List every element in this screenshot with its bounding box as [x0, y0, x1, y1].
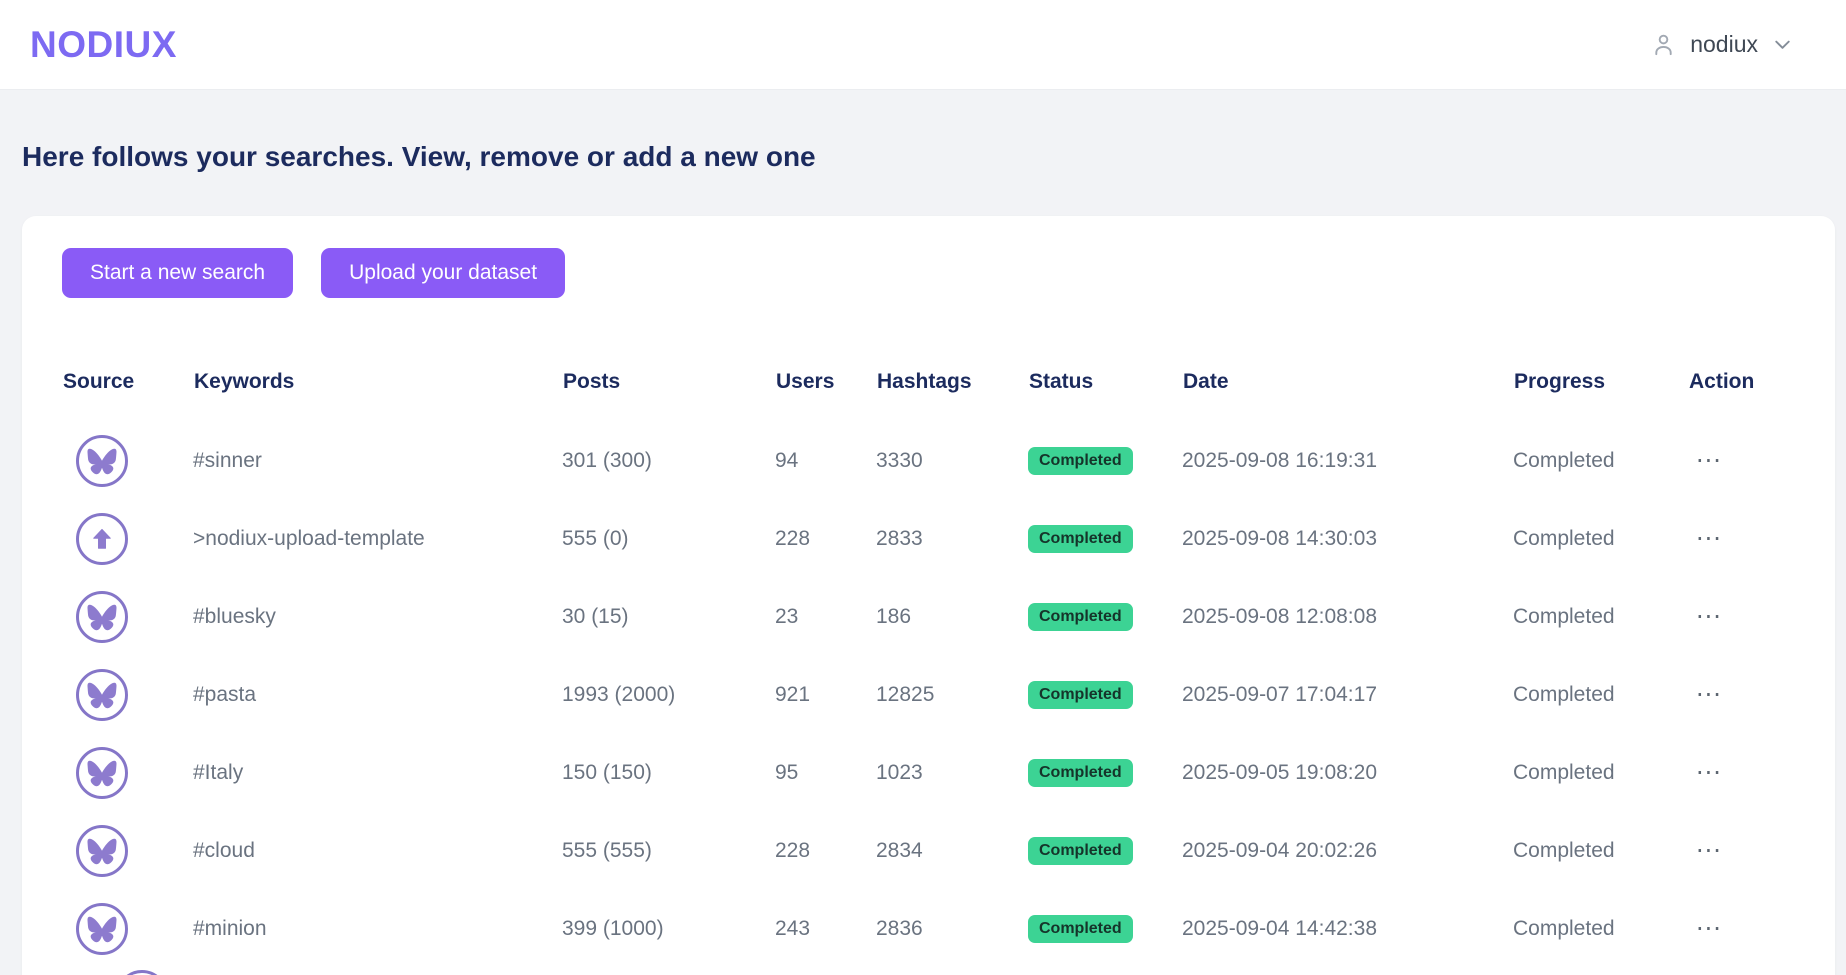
column-header-progress: Progress — [1514, 370, 1606, 393]
row-posts: 1993 (2000) — [562, 683, 676, 706]
row-users: 228 — [775, 839, 811, 862]
row-date: 2025-09-08 14:30:03 — [1182, 527, 1377, 550]
row-keywords: #minion — [193, 917, 267, 940]
row-actions-button[interactable]: ··· — [1688, 525, 1730, 553]
row-posts: 301 (300) — [562, 449, 652, 472]
row-progress: Completed — [1513, 449, 1615, 472]
row-date: 2025-09-05 19:08:20 — [1182, 761, 1377, 784]
row-posts: 399 (1000) — [562, 917, 664, 940]
row-hashtags: 2834 — [876, 839, 923, 862]
app-logo[interactable]: NODIUX — [30, 23, 177, 65]
bluesky-butterfly-icon — [76, 435, 128, 487]
row-progress: Completed — [1513, 761, 1615, 784]
app-header: NODIUX nodiux — [0, 0, 1846, 90]
row-hashtags: 12825 — [876, 683, 935, 706]
user-icon — [1650, 31, 1677, 58]
row-date: 2025-09-08 12:08:08 — [1182, 605, 1377, 628]
row-actions-button[interactable]: ··· — [1688, 603, 1730, 631]
row-actions-button[interactable]: ··· — [1688, 759, 1730, 787]
row-date: 2025-09-07 17:04:17 — [1182, 683, 1377, 706]
row-actions-button[interactable]: ··· — [1688, 837, 1730, 865]
row-keywords: >nodiux-upload-template — [193, 527, 425, 550]
status-badge: Completed — [1028, 525, 1133, 553]
column-header-date: Date — [1183, 370, 1229, 393]
row-actions-button[interactable]: ··· — [1688, 681, 1730, 709]
table-row: #cloud 555 (555) 228 2834 Completed 2025… — [62, 812, 1795, 890]
table-header-row: Source Keywords Posts Users Hashtags Sta… — [62, 356, 1795, 422]
row-progress: Completed — [1513, 683, 1615, 706]
bluesky-butterfly-icon — [76, 747, 128, 799]
status-badge: Completed — [1028, 837, 1133, 865]
row-users: 95 — [775, 761, 799, 784]
row-progress: Completed — [1513, 839, 1615, 862]
row-date: 2025-09-04 20:02:26 — [1182, 839, 1377, 862]
column-header-action: Action — [1689, 370, 1755, 393]
bluesky-butterfly-icon — [76, 669, 128, 721]
row-users: 228 — [775, 527, 811, 550]
status-badge: Completed — [1028, 603, 1133, 631]
column-header-users: Users — [776, 370, 835, 393]
bluesky-butterfly-icon — [76, 903, 128, 955]
row-keywords: #pasta — [193, 683, 257, 706]
row-date: 2025-09-04 14:42:38 — [1182, 917, 1377, 940]
row-posts: 555 (555) — [562, 839, 652, 862]
row-posts: 555 (0) — [562, 527, 629, 550]
toolbar: Start a new search Upload your dataset — [62, 248, 1795, 298]
row-hashtags: 1023 — [876, 761, 923, 784]
row-progress: Completed — [1513, 527, 1615, 550]
table-row: #bluesky 30 (15) 23 186 Completed 2025-0… — [62, 578, 1795, 656]
searches-table: Source Keywords Posts Users Hashtags Sta… — [62, 356, 1795, 968]
column-header-source: Source — [63, 370, 135, 393]
row-keywords: #Italy — [193, 761, 244, 784]
page-heading: Here follows your searches. View, remove… — [22, 141, 816, 172]
row-hashtags: 186 — [876, 605, 912, 628]
table-row: #Italy 150 (150) 95 1023 Completed 2025-… — [62, 734, 1795, 812]
row-progress: Completed — [1513, 917, 1615, 940]
searches-card: Start a new search Upload your dataset S… — [22, 216, 1835, 975]
table-row: >nodiux-upload-template 555 (0) 228 2833… — [62, 500, 1795, 578]
next-row-source-icon-peek — [116, 970, 168, 975]
column-header-posts: Posts — [563, 370, 621, 393]
row-keywords: #cloud — [193, 839, 255, 862]
row-hashtags: 3330 — [876, 449, 923, 472]
start-new-search-button[interactable]: Start a new search — [62, 248, 294, 298]
bluesky-butterfly-icon — [76, 825, 128, 877]
row-date: 2025-09-08 16:19:31 — [1182, 449, 1377, 472]
row-progress: Completed — [1513, 605, 1615, 628]
row-users: 23 — [775, 605, 799, 628]
main-area: Here follows your searches. View, remove… — [0, 90, 1846, 975]
user-menu[interactable]: nodiux — [1650, 31, 1794, 58]
status-badge: Completed — [1028, 681, 1133, 709]
row-hashtags: 2833 — [876, 527, 923, 550]
column-header-keywords: Keywords — [194, 370, 295, 393]
table-body: #sinner 301 (300) 94 3330 Completed 2025… — [62, 422, 1795, 968]
upload-arrow-icon — [76, 513, 128, 565]
table-row: #minion 399 (1000) 243 2836 Completed 20… — [62, 890, 1795, 968]
bluesky-butterfly-icon — [76, 591, 128, 643]
row-hashtags: 2836 — [876, 917, 923, 940]
status-badge: Completed — [1028, 759, 1133, 787]
row-posts: 30 (15) — [562, 605, 629, 628]
user-menu-username: nodiux — [1690, 31, 1758, 57]
row-keywords: #sinner — [193, 449, 262, 472]
status-badge: Completed — [1028, 447, 1133, 475]
row-users: 243 — [775, 917, 811, 940]
row-users: 94 — [775, 449, 799, 472]
row-actions-button[interactable]: ··· — [1688, 447, 1730, 475]
row-posts: 150 (150) — [562, 761, 652, 784]
row-users: 921 — [775, 683, 811, 706]
column-header-status: Status — [1029, 370, 1094, 393]
table-row: #pasta 1993 (2000) 921 12825 Completed 2… — [62, 656, 1795, 734]
upload-dataset-button[interactable]: Upload your dataset — [321, 248, 566, 298]
row-actions-button[interactable]: ··· — [1688, 915, 1730, 943]
column-header-hashtags: Hashtags — [877, 370, 972, 393]
row-keywords: #bluesky — [193, 605, 276, 628]
table-row: #sinner 301 (300) 94 3330 Completed 2025… — [62, 422, 1795, 500]
status-badge: Completed — [1028, 915, 1133, 943]
chevron-down-icon — [1771, 33, 1794, 56]
